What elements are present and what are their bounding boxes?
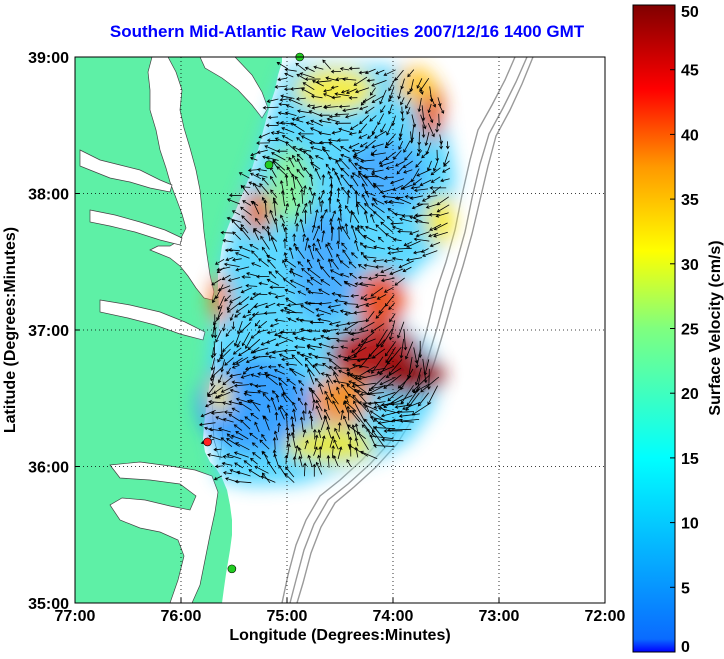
colorbar-tick-label: 45: [681, 63, 699, 80]
map-title: Southern Mid-Atlantic Raw Velocities 200…: [109, 22, 585, 41]
x-axis-label: Longitude (Degrees:Minutes): [229, 627, 450, 644]
x-tick-label: 77:00: [55, 608, 96, 625]
colorbar: [632, 4, 676, 653]
x-tick-label: 74:00: [373, 608, 414, 625]
y-tick-label: 35:00: [28, 596, 69, 613]
x-tick-label: 75:00: [267, 608, 308, 625]
colorbar-tick-label: 25: [681, 322, 699, 339]
y-ticks: 39:00 38:00 37:00 36:00 35:00: [28, 50, 80, 613]
colorbar-tick-label: 30: [681, 257, 699, 274]
y-tick-label: 36:00: [28, 460, 69, 477]
colorbar-tick-label: 35: [681, 192, 699, 209]
y-tick-label: 37:00: [28, 323, 69, 340]
radar-site-marker: [203, 437, 212, 447]
colorbar-tick-label: 15: [681, 451, 699, 468]
delaware-bay: [199, 57, 269, 119]
colorbar-label: Surface Velocity (cm/s): [707, 240, 724, 415]
colorbar-tick-label: 20: [681, 386, 699, 403]
colorbar-ticks: 0 5 10 15 20 25 30 35 40 45 50: [670, 4, 699, 656]
colorbar-tick-label: 50: [681, 4, 699, 21]
x-tick-label: 73:00: [479, 608, 520, 625]
velocity-vectors: [198, 59, 451, 484]
colorbar-tick-label: 40: [681, 127, 699, 144]
x-tick-label: 76:00: [161, 608, 202, 625]
radar-site-marker: [264, 160, 274, 170]
y-axis-label: Latitude (Degrees:Minutes): [2, 227, 19, 433]
y-tick-label: 39:00: [28, 50, 69, 67]
grid-lines: [75, 57, 605, 603]
colorbar-tick-label: 10: [681, 516, 699, 533]
radar-site-marker: [227, 564, 237, 574]
colorbar-tick-label: 5: [681, 580, 690, 597]
colorbar-tick-label: 0: [681, 639, 690, 656]
pamlico-sound: [109, 461, 219, 603]
y-tick-label: 38:00: [28, 187, 69, 204]
x-ticks: 77:00 76:00 75:00 74:00 73:00 72:00: [55, 598, 626, 625]
x-tick-label: 72:00: [585, 608, 626, 625]
